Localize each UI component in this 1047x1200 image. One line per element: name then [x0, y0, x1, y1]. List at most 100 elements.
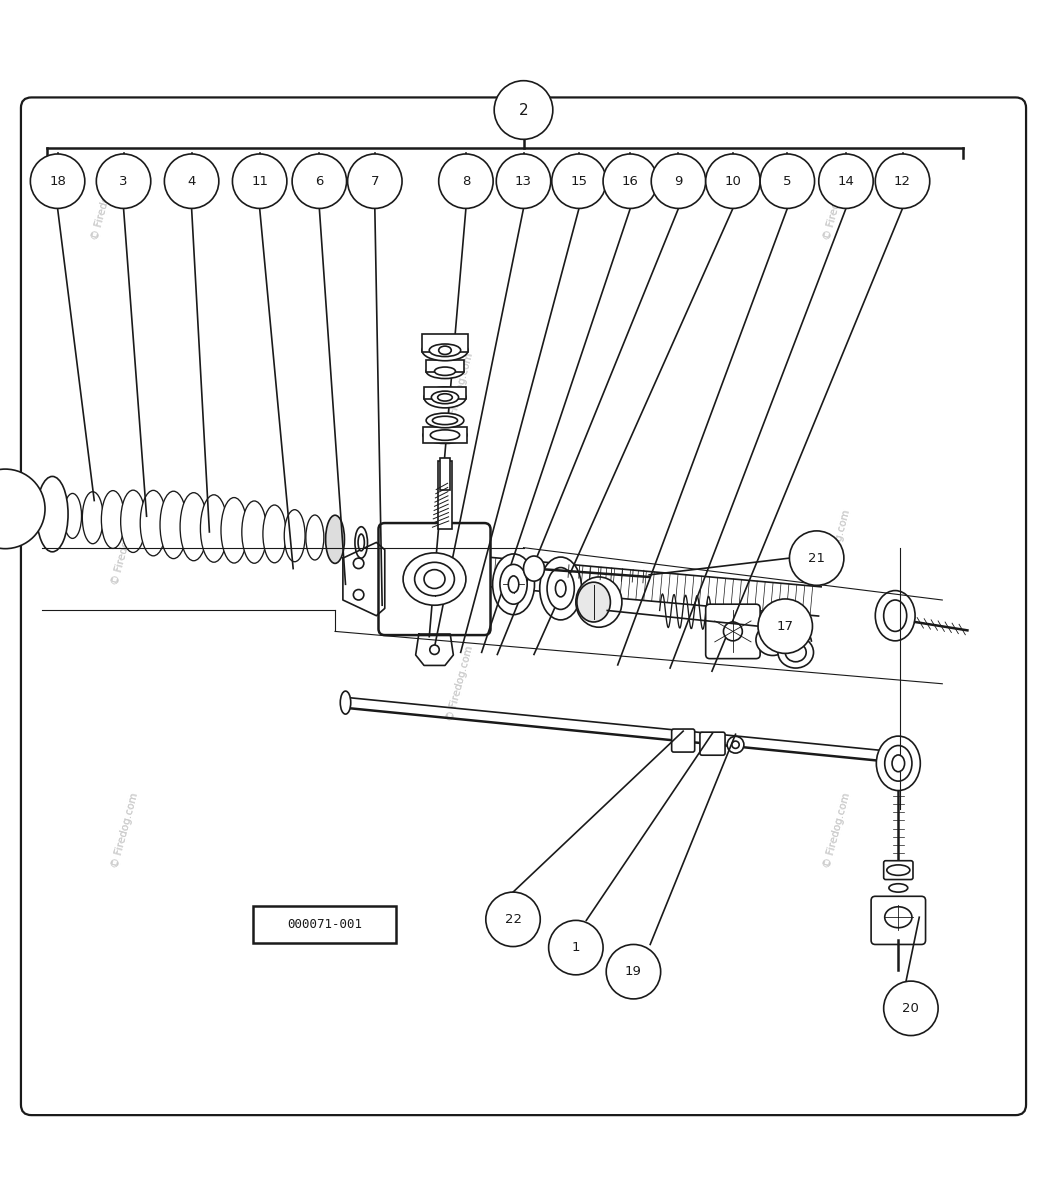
Text: 12: 12 [894, 175, 911, 187]
Ellipse shape [426, 413, 464, 427]
Ellipse shape [83, 492, 104, 544]
Text: © Firedog.com: © Firedog.com [823, 509, 852, 587]
Text: © Firedog.com: © Firedog.com [111, 509, 140, 587]
FancyBboxPatch shape [871, 896, 926, 944]
Circle shape [348, 154, 402, 209]
Text: 000071-001: 000071-001 [287, 918, 362, 931]
Text: © Firedog.com: © Firedog.com [90, 163, 119, 241]
Text: © Firedog.com: © Firedog.com [90, 163, 119, 241]
Polygon shape [416, 634, 453, 666]
Ellipse shape [767, 635, 778, 646]
Ellipse shape [424, 386, 466, 408]
Ellipse shape [876, 736, 920, 791]
Circle shape [884, 982, 938, 1036]
Text: 8: 8 [462, 175, 470, 187]
Circle shape [789, 530, 844, 586]
Polygon shape [343, 542, 385, 616]
Ellipse shape [430, 430, 460, 440]
Circle shape [96, 154, 151, 209]
FancyBboxPatch shape [21, 97, 1026, 1115]
Circle shape [30, 154, 85, 209]
Ellipse shape [180, 493, 207, 560]
Ellipse shape [889, 883, 908, 892]
Ellipse shape [423, 427, 467, 444]
Ellipse shape [358, 534, 364, 551]
Text: © Firedog.com: © Firedog.com [823, 163, 852, 241]
Text: © Firedog.com: © Firedog.com [823, 163, 852, 241]
Ellipse shape [306, 515, 324, 560]
Text: 20: 20 [903, 1002, 919, 1015]
Text: 15: 15 [571, 175, 587, 187]
Text: © Firedog.com: © Firedog.com [446, 352, 475, 430]
Text: 10: 10 [725, 175, 741, 187]
Ellipse shape [423, 550, 438, 583]
Circle shape [496, 154, 551, 209]
Text: © Firedog.com: © Firedog.com [111, 509, 140, 587]
Text: 5: 5 [783, 175, 792, 187]
Text: 22: 22 [505, 913, 521, 926]
Ellipse shape [353, 558, 364, 569]
Ellipse shape [64, 493, 82, 539]
Ellipse shape [785, 643, 806, 661]
Text: © Firedog.com: © Firedog.com [823, 792, 852, 869]
Ellipse shape [432, 416, 458, 425]
Circle shape [606, 944, 661, 998]
Ellipse shape [429, 344, 461, 356]
Bar [440, 458, 450, 490]
Text: © Firedog.com: © Firedog.com [446, 646, 475, 722]
Circle shape [603, 154, 658, 209]
Circle shape [494, 80, 553, 139]
Ellipse shape [120, 490, 146, 552]
Ellipse shape [429, 646, 440, 654]
Text: 19: 19 [625, 965, 642, 978]
Circle shape [486, 892, 540, 947]
Ellipse shape [885, 745, 912, 781]
Circle shape [875, 154, 930, 209]
Ellipse shape [355, 527, 367, 558]
Ellipse shape [884, 600, 907, 631]
Ellipse shape [221, 498, 247, 563]
Text: 13: 13 [515, 175, 532, 187]
Text: © Firedog.com: © Firedog.com [111, 792, 140, 869]
Text: 2: 2 [518, 102, 529, 118]
Bar [423, 427, 467, 444]
Circle shape [292, 154, 347, 209]
Ellipse shape [403, 553, 466, 605]
Ellipse shape [885, 907, 912, 928]
Ellipse shape [732, 742, 739, 749]
Ellipse shape [492, 554, 535, 614]
Ellipse shape [424, 570, 445, 588]
Circle shape [819, 154, 873, 209]
Ellipse shape [426, 364, 464, 378]
Ellipse shape [422, 340, 468, 361]
Ellipse shape [723, 622, 742, 641]
Bar [422, 334, 468, 353]
Ellipse shape [102, 491, 125, 548]
Ellipse shape [242, 500, 267, 563]
Ellipse shape [435, 367, 455, 376]
Ellipse shape [778, 637, 814, 668]
Text: © Firedog.com: © Firedog.com [111, 792, 140, 869]
Ellipse shape [431, 391, 459, 403]
Ellipse shape [577, 582, 610, 622]
FancyBboxPatch shape [253, 906, 396, 943]
Ellipse shape [540, 557, 582, 620]
Bar [438, 461, 452, 529]
Text: 11: 11 [251, 175, 268, 187]
Ellipse shape [875, 590, 915, 641]
Text: 1: 1 [572, 941, 580, 954]
FancyBboxPatch shape [672, 730, 695, 752]
Ellipse shape [547, 568, 574, 610]
Text: © Firedog.com: © Firedog.com [446, 352, 475, 430]
Circle shape [549, 920, 603, 974]
Text: 7: 7 [371, 175, 379, 187]
Ellipse shape [887, 865, 910, 875]
Circle shape [164, 154, 219, 209]
Ellipse shape [500, 564, 527, 604]
FancyBboxPatch shape [699, 732, 725, 755]
Text: © Firedog.com: © Firedog.com [446, 646, 475, 722]
Circle shape [706, 154, 760, 209]
Ellipse shape [160, 491, 187, 559]
Text: 17: 17 [777, 619, 794, 632]
Ellipse shape [37, 476, 68, 552]
